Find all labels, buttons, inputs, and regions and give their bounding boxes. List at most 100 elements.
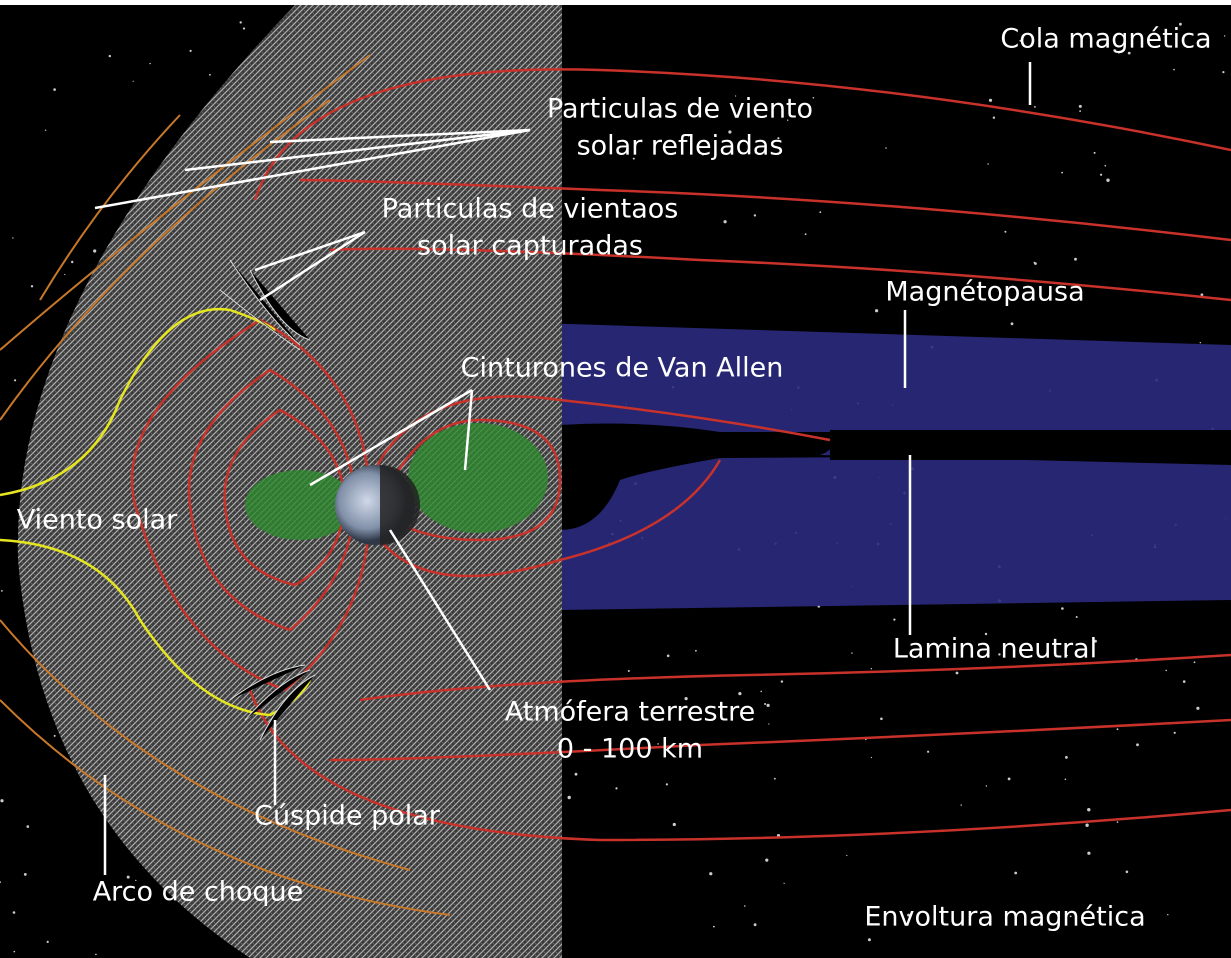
star — [95, 954, 97, 956]
star — [31, 285, 33, 287]
star — [1008, 778, 1011, 781]
star — [851, 652, 852, 653]
star — [875, 309, 878, 312]
star — [1167, 914, 1168, 915]
star — [1076, 616, 1078, 618]
star — [64, 274, 65, 275]
star — [93, 249, 96, 252]
star — [666, 783, 668, 785]
label: Magnétopausa — [885, 277, 1084, 308]
star — [109, 55, 111, 57]
star — [1105, 165, 1107, 167]
label: solar reflejadas — [577, 131, 784, 162]
label: Atmófera terrestre — [505, 697, 755, 728]
star — [71, 261, 73, 263]
star — [1087, 808, 1090, 811]
star — [724, 220, 727, 223]
label: Cola magnética — [1000, 24, 1211, 55]
label: Particulas de viento — [547, 94, 813, 125]
star — [1014, 872, 1017, 875]
star — [568, 796, 571, 799]
star — [47, 941, 49, 943]
star — [1117, 728, 1119, 730]
star — [12, 237, 13, 238]
star — [880, 718, 883, 721]
label: Particulas de vientaos — [382, 194, 679, 225]
star — [1117, 821, 1119, 823]
star — [754, 923, 757, 926]
star — [149, 63, 150, 64]
star — [1011, 322, 1014, 325]
star — [24, 873, 27, 876]
star — [615, 787, 617, 789]
star — [190, 50, 192, 52]
star — [243, 27, 245, 29]
label: Lamina neutral — [893, 634, 1097, 665]
star — [805, 233, 807, 235]
star — [695, 650, 697, 652]
star — [744, 905, 746, 907]
star — [1079, 105, 1082, 108]
star — [1004, 231, 1006, 233]
star — [27, 825, 30, 828]
star — [767, 704, 770, 707]
star — [989, 99, 992, 102]
star — [893, 619, 895, 621]
star — [1079, 110, 1081, 112]
star — [765, 859, 768, 862]
star — [1224, 35, 1225, 36]
star — [1034, 262, 1037, 265]
star — [709, 872, 712, 875]
star — [673, 823, 676, 826]
star — [1200, 342, 1201, 343]
star — [14, 379, 16, 381]
star — [768, 723, 769, 724]
star — [1061, 172, 1063, 174]
star — [1196, 707, 1199, 710]
star — [1194, 661, 1196, 663]
star — [53, 88, 56, 91]
star — [13, 911, 16, 914]
star — [1, 590, 3, 592]
star — [628, 670, 630, 672]
neutral-sheet — [830, 430, 1231, 460]
star — [1087, 852, 1090, 855]
star — [667, 655, 670, 658]
star — [1065, 779, 1067, 781]
star — [956, 672, 959, 675]
top-border — [0, 0, 1231, 5]
star — [1094, 152, 1096, 154]
label: Cúspide polar — [254, 801, 441, 832]
star — [871, 668, 872, 669]
star — [1173, 69, 1175, 71]
star — [1136, 743, 1139, 746]
star — [871, 757, 872, 758]
star — [961, 804, 962, 805]
star — [1106, 179, 1109, 182]
star — [240, 21, 242, 23]
star — [1085, 824, 1088, 827]
star — [1100, 174, 1102, 176]
star — [133, 81, 134, 82]
star — [575, 773, 578, 776]
label: Viento solar — [17, 505, 178, 536]
star — [781, 680, 783, 682]
label: Cinturones de Van Allen — [461, 353, 784, 384]
star — [819, 211, 821, 213]
star — [1061, 607, 1064, 610]
star — [986, 785, 987, 786]
star — [1065, 756, 1068, 759]
star — [1183, 680, 1186, 683]
star — [1074, 258, 1077, 261]
star — [1165, 670, 1167, 672]
star — [0, 799, 3, 802]
star — [927, 751, 929, 753]
star — [760, 691, 762, 693]
star — [774, 778, 776, 780]
label: 0 - 100 km — [557, 734, 703, 765]
star — [1034, 106, 1036, 108]
star — [1174, 732, 1176, 734]
label: solar capturadas — [417, 231, 643, 262]
star — [1126, 871, 1129, 874]
star — [987, 163, 988, 164]
